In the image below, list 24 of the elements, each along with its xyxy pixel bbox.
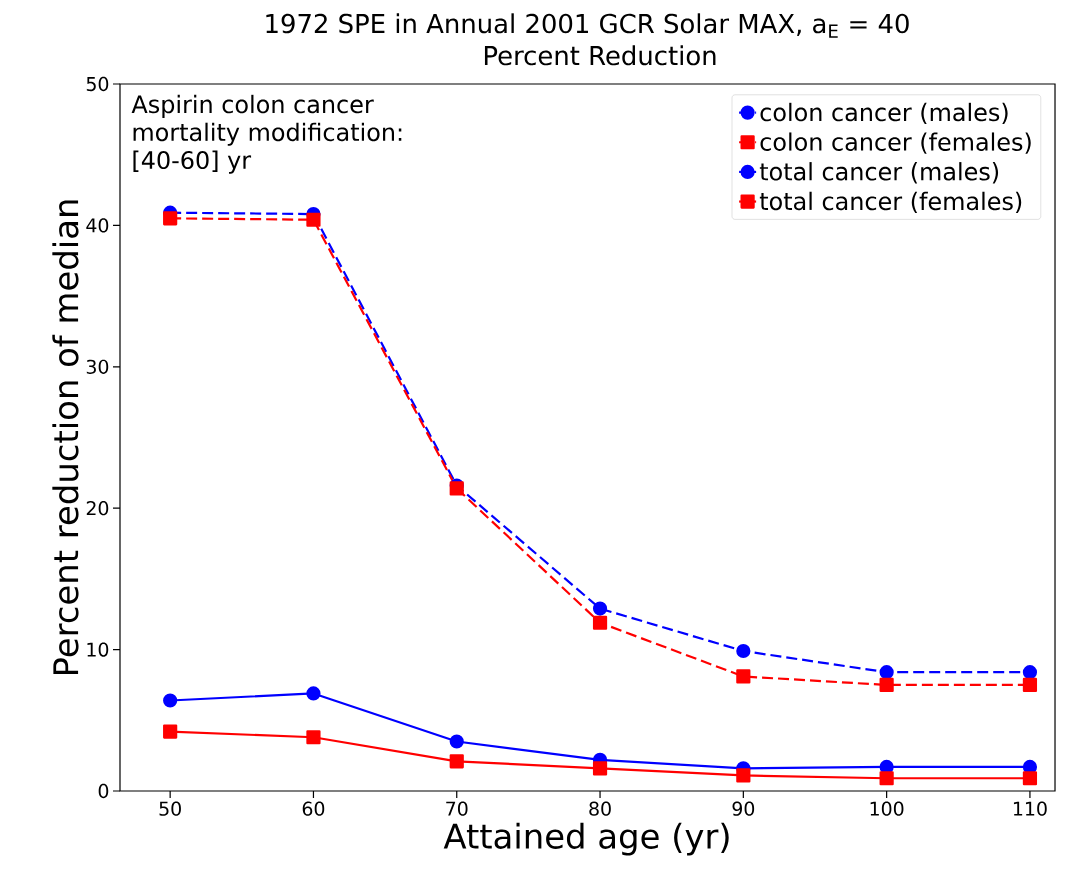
x-axis-title: Attained age (yr) — [443, 822, 729, 856]
y-tick-label: 50 — [86, 76, 109, 92]
annotation: mortality modification: — [133, 122, 402, 146]
y-tick-label: 20 — [86, 501, 109, 516]
y-tick-label: 30 — [86, 359, 109, 374]
legend-label: colon cancer (males) — [760, 102, 1008, 125]
x-tick-label: 70 — [446, 801, 468, 816]
chart-subtitle: Percent Reduction — [484, 45, 716, 66]
y-tick-label: 10 — [87, 642, 109, 657]
y-axis-title: Percent reduction of median — [52, 200, 79, 675]
x-tick-label: 80 — [589, 801, 611, 816]
x-tick-label: 110 — [1013, 801, 1047, 816]
x-tick-label: 60 — [302, 801, 325, 816]
legend-label: total cancer (males) — [759, 162, 999, 184]
y-tick-label: 0 — [98, 783, 109, 799]
x-tick-label: 90 — [732, 801, 755, 816]
x-tick-label: 50 — [159, 801, 181, 816]
x-tick-label: 100 — [870, 801, 904, 816]
chart-title: 1972 SPE in Annual 2001 GCR Solar MAX, a$_{E}$ = 40 — [266, 13, 909, 38]
y-tick-label: 40 — [86, 218, 109, 233]
legend-label: colon cancer (females) — [760, 132, 1031, 154]
legend-label: total cancer (females) — [759, 191, 1022, 214]
annotation: [40-60] yr — [133, 150, 252, 174]
annotation: Aspirin colon cancer — [131, 94, 374, 118]
